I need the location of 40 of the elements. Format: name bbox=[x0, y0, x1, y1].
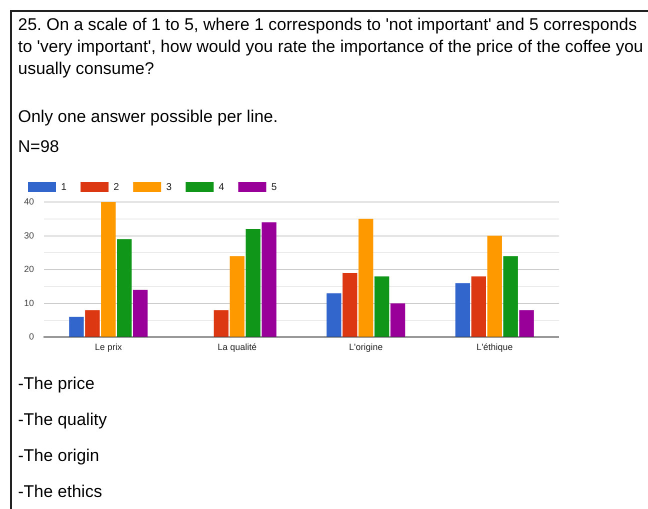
text: -The origin bbox=[18, 446, 100, 466]
legend-label: 2 bbox=[114, 182, 120, 193]
bar bbox=[69, 316, 84, 337]
y-tick-label: 0 bbox=[28, 332, 34, 342]
y-tick-label: 30 bbox=[24, 230, 34, 240]
bar bbox=[132, 290, 148, 337]
bar bbox=[503, 256, 518, 337]
bar bbox=[374, 276, 390, 337]
bar bbox=[326, 293, 342, 337]
chart-title: 25. On a scale of 1 to 5, where 1 corresponds to 'not important' and 5 corresponds to 'very important', how would you rate the importance of the price of the coffee you usually consume? bbox=[18, 14, 644, 80]
text: N=98 bbox=[18, 137, 60, 157]
x-tick-label: Le prix bbox=[94, 342, 122, 352]
bar bbox=[519, 310, 534, 337]
bar bbox=[214, 310, 229, 337]
bar bbox=[230, 256, 244, 337]
bar bbox=[455, 283, 470, 337]
legend-label: 5 bbox=[271, 182, 278, 193]
legend-label: 1 bbox=[61, 182, 67, 193]
bar bbox=[101, 202, 116, 337]
text: -The price bbox=[18, 374, 95, 394]
legend-label: 3 bbox=[166, 182, 172, 193]
text: -The ethics bbox=[18, 482, 102, 502]
x-tick-label: L'éthique bbox=[476, 342, 513, 352]
text: -The quality bbox=[18, 410, 107, 430]
bar bbox=[262, 222, 276, 337]
bar bbox=[246, 229, 260, 337]
bar bbox=[342, 272, 358, 337]
y-tick-label: 20 bbox=[24, 264, 34, 274]
x-tick-label: L'origine bbox=[349, 342, 383, 352]
y-tick-label: 10 bbox=[24, 298, 34, 308]
bar bbox=[117, 239, 132, 337]
y-tick-label: 40 bbox=[24, 196, 34, 206]
x-tick-label: La qualité bbox=[218, 342, 257, 352]
text: Only one answer possible per line. bbox=[18, 107, 278, 127]
bar bbox=[358, 218, 374, 337]
bar bbox=[487, 236, 502, 337]
bar bbox=[390, 303, 406, 337]
bar bbox=[471, 276, 486, 337]
bar bbox=[85, 310, 100, 337]
legend-label: 4 bbox=[218, 182, 225, 193]
